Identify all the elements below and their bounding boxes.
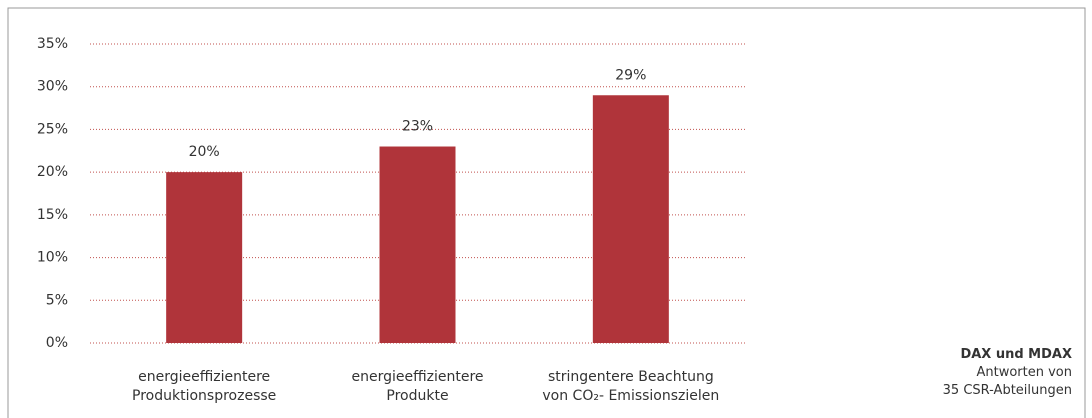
note-title: DAX und MDAX	[960, 347, 1072, 362]
bar	[592, 95, 669, 343]
y-tick-label: 15%	[37, 207, 68, 223]
y-tick-label: 0%	[46, 335, 68, 351]
x-tick-label: stringentere Beachtung von CO₂- Emission…	[542, 369, 720, 404]
frame-border	[7, 7, 1086, 418]
note-text: Antworten von 35 CSR-Abteilungen	[942, 365, 1072, 398]
y-tick-label: 25%	[37, 121, 68, 137]
x-tick-label: energieeffizientere Produktionsprozesse	[132, 369, 277, 404]
x-tick-label: energieeffizientere Produkte	[351, 369, 484, 404]
value-label: 29%	[615, 67, 646, 83]
value-label: 20%	[189, 144, 220, 160]
y-tick-label: 30%	[37, 79, 68, 95]
bar	[166, 172, 243, 343]
y-tick-label: 20%	[37, 164, 68, 180]
y-tick-label: 35%	[37, 36, 68, 52]
bar	[379, 146, 456, 343]
y-tick-label: 10%	[37, 250, 68, 266]
value-label: 23%	[402, 119, 433, 135]
y-tick-label: 5%	[46, 292, 68, 308]
